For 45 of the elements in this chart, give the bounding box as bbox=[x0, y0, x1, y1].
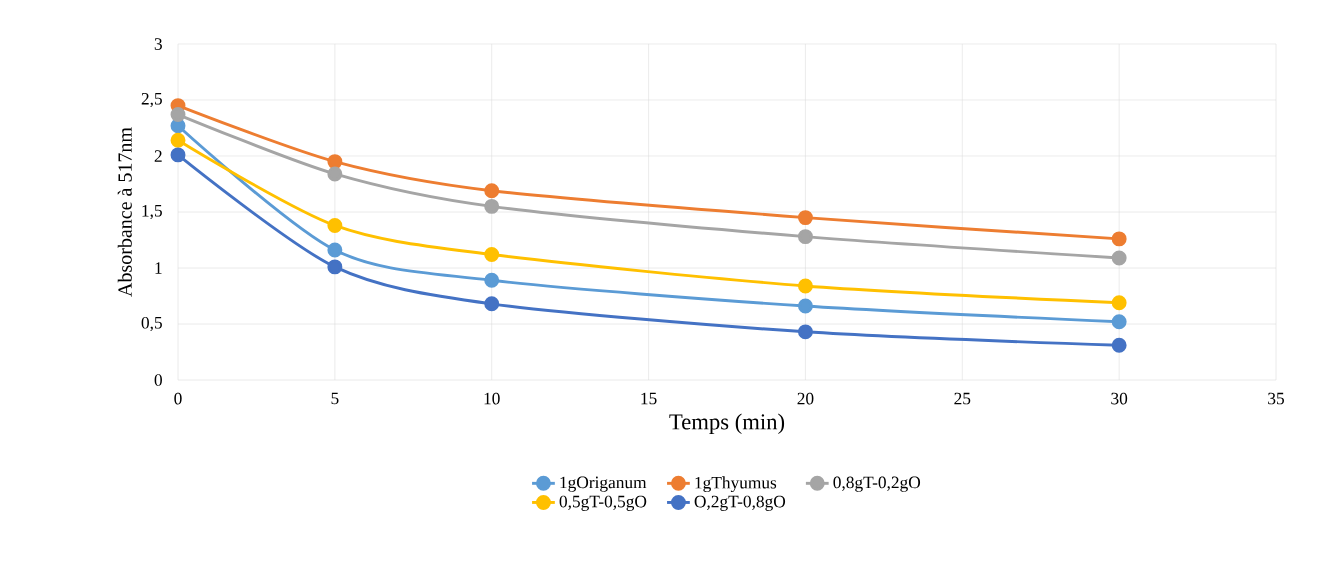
y-axis-title: Absorbance à 517nm bbox=[117, 127, 132, 297]
point bbox=[1111, 295, 1127, 311]
x-tick-label: 20 bbox=[797, 392, 814, 405]
y-tick-label: 0 bbox=[154, 374, 162, 386]
point bbox=[484, 272, 500, 288]
point bbox=[327, 242, 343, 258]
x-tick-label: 35 bbox=[1268, 392, 1284, 405]
legend-label: 1gThyumus bbox=[695, 476, 777, 493]
point bbox=[327, 259, 343, 275]
point bbox=[484, 247, 500, 263]
point bbox=[797, 278, 813, 294]
x-tick-label: 0 bbox=[174, 392, 182, 405]
legend-label: O,2gT-0,8gO bbox=[694, 495, 786, 511]
x-axis-title: Temps (min) bbox=[669, 413, 785, 435]
point bbox=[484, 296, 500, 312]
legend-label: 0,5gT-0,5gO bbox=[559, 495, 647, 511]
y-tick-label: 1 bbox=[155, 262, 162, 274]
point bbox=[327, 217, 343, 233]
point bbox=[484, 198, 500, 214]
y-tick-label: 2 bbox=[154, 150, 162, 162]
x-tick-label: 10 bbox=[484, 392, 500, 405]
point bbox=[797, 210, 813, 226]
x-tick-label: 25 bbox=[954, 392, 971, 405]
point bbox=[1111, 337, 1127, 353]
point bbox=[170, 132, 186, 148]
point bbox=[1111, 314, 1127, 330]
x-tick-label: 15 bbox=[641, 392, 657, 405]
point bbox=[170, 147, 186, 163]
point bbox=[797, 229, 813, 245]
point bbox=[484, 183, 500, 199]
point bbox=[327, 154, 343, 170]
y-tick-label: 2,5 bbox=[141, 92, 162, 108]
legend-label: 0,8gT-0,2gO bbox=[833, 476, 921, 492]
point bbox=[1111, 250, 1127, 266]
point bbox=[327, 166, 343, 182]
y-tick-label: 1,5 bbox=[142, 204, 162, 220]
point bbox=[797, 324, 813, 340]
x-tick-label: 30 bbox=[1111, 392, 1128, 405]
point bbox=[797, 298, 813, 314]
x-tick-label: 5 bbox=[331, 392, 339, 405]
legend-label: 1gOriganum bbox=[560, 476, 647, 492]
point bbox=[1111, 231, 1127, 247]
y-tick-label: 3 bbox=[154, 38, 162, 50]
point bbox=[170, 107, 186, 123]
y-tick-label: 0,5 bbox=[141, 316, 162, 332]
